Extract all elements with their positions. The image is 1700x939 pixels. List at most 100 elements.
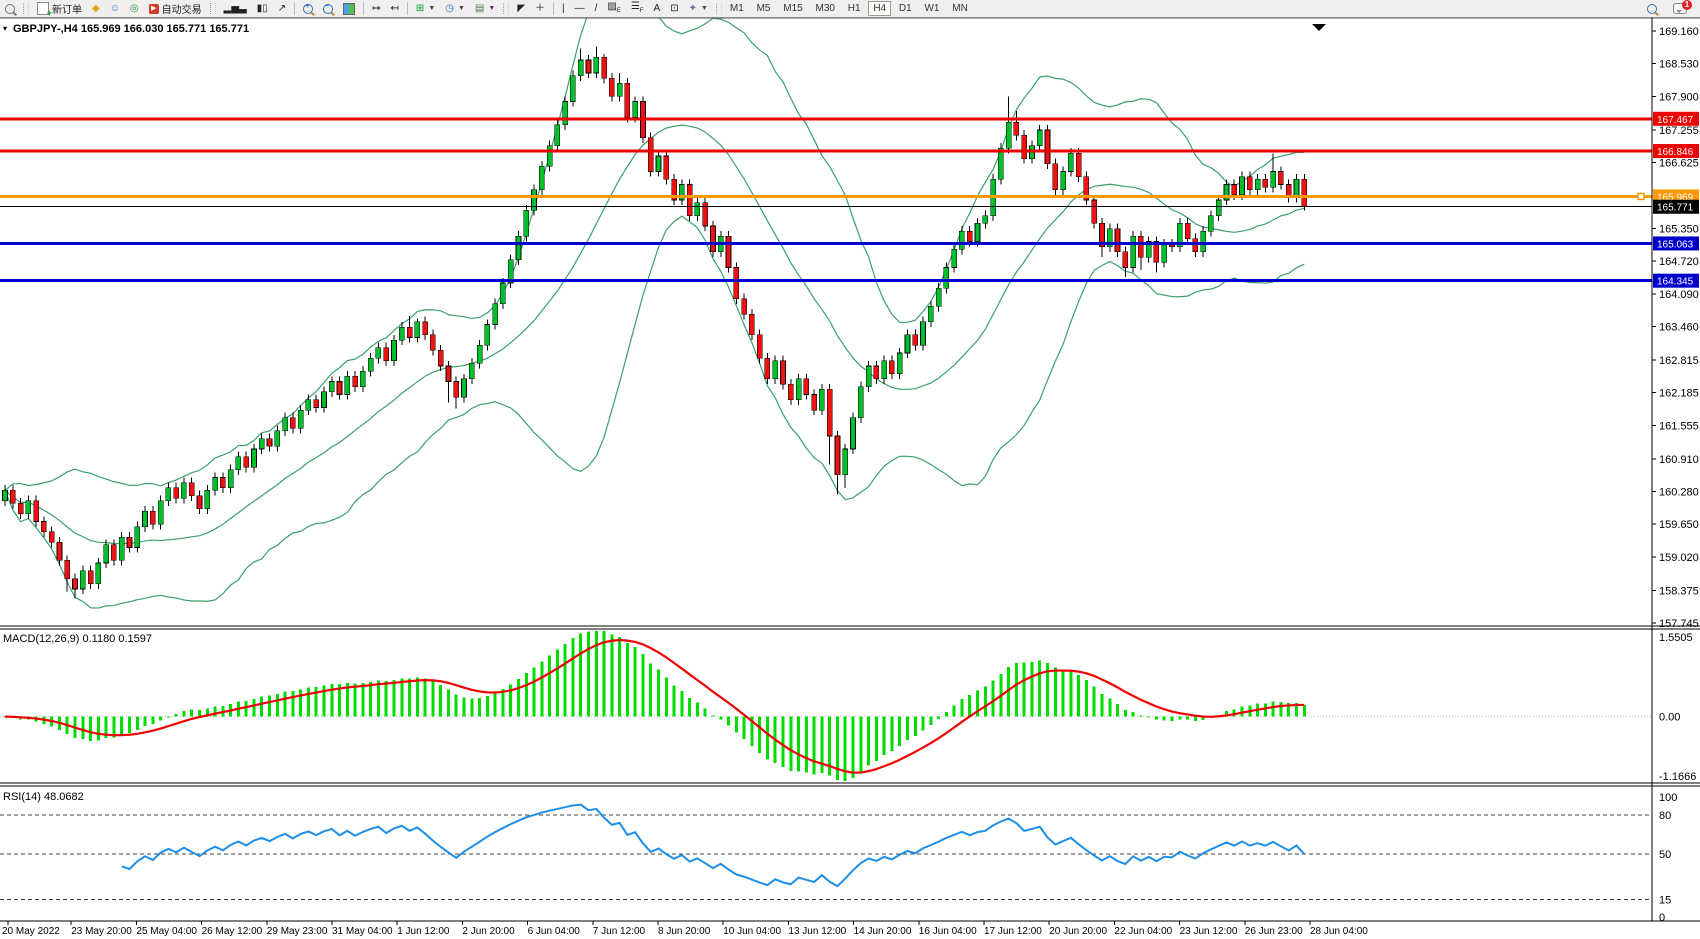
text-button[interactable]: A <box>649 1 666 16</box>
candle-body <box>500 282 506 305</box>
bar-chart-button[interactable]: ▂▅▃ <box>219 1 252 16</box>
macd-bar <box>446 689 450 717</box>
timeframe-m15-button[interactable]: M15 <box>778 1 807 16</box>
horizontal-line-button[interactable]: — <box>570 1 590 16</box>
shapes-button[interactable]: ✦ ▼ <box>684 1 713 16</box>
macd-bar <box>532 667 536 717</box>
notifications-button[interactable]: 1 <box>1668 0 1692 16</box>
timeframe-mn-button[interactable]: MN <box>947 1 973 16</box>
line-chart-button[interactable]: ↗ <box>273 1 291 16</box>
signals-button[interactable]: ◎ <box>125 1 144 16</box>
dropdown-arrow-icon: ▼ <box>700 5 708 12</box>
templates-button[interactable]: ▤ ▼ <box>470 1 500 16</box>
line-chart-icon: ↗ <box>277 2 287 14</box>
text-label-button[interactable]: ⊡ <box>665 1 683 16</box>
crosshair-button[interactable]: ＋ <box>530 1 550 16</box>
macd-bar <box>1232 709 1236 717</box>
timeframe-w1-button[interactable]: W1 <box>919 1 944 16</box>
candle-body <box>764 357 771 380</box>
macd-bar <box>485 696 489 717</box>
candle-body <box>87 570 94 585</box>
chart-shift-marker[interactable] <box>1312 24 1326 31</box>
fibonacci-button[interactable]: ☰F <box>626 1 649 16</box>
hline-drag-marker[interactable] <box>1637 192 1645 201</box>
candle-body <box>9 490 16 504</box>
panel-borders <box>0 17 1700 922</box>
candle-body <box>1200 230 1206 253</box>
zoom-out-button[interactable]: − <box>318 1 338 16</box>
macd-bar <box>563 644 567 717</box>
channel-button[interactable]: ▨E <box>602 1 625 16</box>
autotrading-button[interactable]: ▶ 自动交易 <box>144 1 207 16</box>
zoom-in-button[interactable]: + <box>298 1 318 16</box>
macd-bar <box>1287 703 1291 717</box>
macd-bar <box>882 716 886 755</box>
timeframe-m5-button[interactable]: M5 <box>752 1 776 16</box>
candle-body <box>367 357 374 372</box>
chart-shift-button[interactable]: ↤ <box>386 1 404 16</box>
macd-bar <box>260 696 264 717</box>
toolbar-grip <box>23 3 29 14</box>
macd-bar <box>190 709 194 717</box>
cursor-button[interactable]: ◤ <box>512 1 530 16</box>
macd-bar <box>1092 686 1096 717</box>
toolbar: 新订单 ◆ ☺ ◎ ▶ 自动交易 ▂▅▃ ▮▯ ↗ + − ↦ ↤ ⊞▼ ◷▼ … <box>0 0 1700 18</box>
candle-body <box>492 303 498 325</box>
auto-scroll-button[interactable]: ↦ <box>367 1 385 16</box>
price-tick-label: 162.185 <box>1659 388 1699 400</box>
candle-body <box>920 321 926 346</box>
candle-body <box>1231 184 1238 196</box>
trendline-button[interactable]: / <box>590 1 603 16</box>
time-tick-label: 26 May 12:00 <box>202 926 263 937</box>
macd-bar <box>742 716 746 740</box>
candle-body <box>1247 176 1253 190</box>
market-watch-button[interactable] <box>0 1 20 16</box>
macd-bar <box>1007 666 1011 717</box>
macd-bar <box>159 716 163 721</box>
price-tick-label: 168.530 <box>1659 59 1699 71</box>
periods-button[interactable]: ◷ ▼ <box>440 1 470 16</box>
macd-bar <box>244 700 248 717</box>
search-button[interactable] <box>1642 1 1662 16</box>
new-order-button[interactable]: 新订单 <box>32 1 87 18</box>
macd-bar <box>835 716 839 781</box>
macd-bar <box>1271 701 1275 717</box>
timeframe-h4-button[interactable]: H4 <box>868 1 892 16</box>
macd-bar <box>493 693 497 717</box>
candle-body <box>1145 241 1152 258</box>
candle-body <box>352 376 358 388</box>
macd-bar <box>151 716 155 725</box>
macd-bar <box>1263 703 1267 717</box>
time-tick-label: 10 Jun 04:00 <box>723 926 781 937</box>
time-tick-label: 23 Jun 12:00 <box>1180 926 1238 937</box>
macd-bar <box>571 638 575 717</box>
timeframe-m30-button[interactable]: M30 <box>811 1 840 16</box>
styles-button[interactable]: ◆ <box>87 1 105 16</box>
candle-body <box>2 490 8 502</box>
macd-bar <box>182 710 186 717</box>
macd-bar <box>400 678 404 717</box>
vertical-line-button[interactable]: | <box>557 1 570 16</box>
macd-bar <box>859 716 863 773</box>
candlestick-chart-button[interactable]: ▮▯ <box>252 1 273 16</box>
timeframe-m1-button[interactable]: M1 <box>725 1 749 16</box>
macd-bar <box>1022 662 1026 717</box>
horizontal-line-icon: — <box>574 2 585 14</box>
candle-body <box>375 347 382 359</box>
macd-bar <box>1186 716 1190 720</box>
indicators-button[interactable]: ⊞ ▼ <box>411 1 440 16</box>
chart-collapse-icon[interactable]: ▾ <box>3 24 7 33</box>
timeframe-d1-button[interactable]: D1 <box>894 1 917 16</box>
community-button[interactable]: ☺ <box>105 1 125 16</box>
candle-body <box>1215 199 1222 216</box>
price-tick-label: 163.460 <box>1659 322 1699 334</box>
candle-body <box>904 334 911 354</box>
price-tick-label: 167.900 <box>1659 91 1699 103</box>
tile-windows-button[interactable] <box>338 1 360 16</box>
macd-scale-label: 1.5505 <box>1659 632 1693 644</box>
macd-bar <box>478 698 482 717</box>
timeframe-h1-button[interactable]: H1 <box>843 1 866 16</box>
toolbar-right-icons: 1 <box>1642 0 1692 16</box>
